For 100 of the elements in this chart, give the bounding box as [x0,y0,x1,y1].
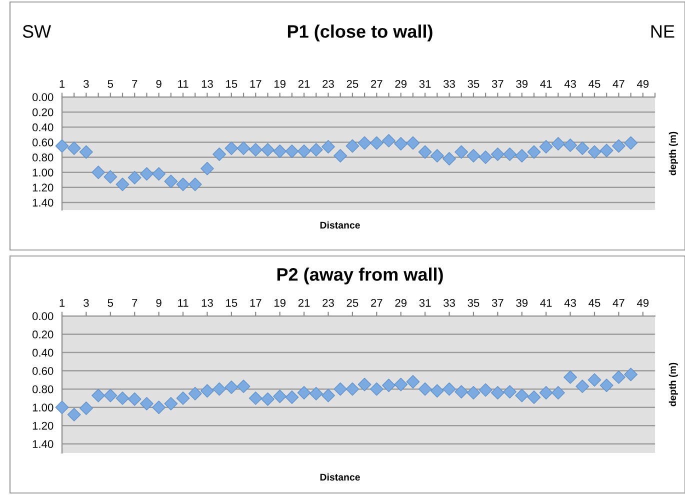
x-tick-label: 25 [346,80,358,88]
x-tick-label: 43 [564,298,576,307]
point [104,388,118,402]
point [128,392,142,406]
point [418,145,432,159]
point [466,149,480,162]
x-tick-label: 11 [178,80,188,88]
chart-title: P1 (close to wall) [288,24,432,42]
point [152,400,166,414]
point [224,142,238,155]
x-tick-label: 23 [322,298,334,307]
x-tick-label: 35 [468,80,480,88]
point [624,368,638,382]
point [116,178,130,192]
x-tick-label: 39 [516,298,528,307]
chart-title: P2 (away from wall) [277,268,443,284]
x-tick-label: 47 [612,299,624,307]
x-tick-label: 43 [564,80,576,88]
point [248,391,262,405]
point [612,370,626,384]
x-tick-label: 17 [250,80,262,88]
point [394,136,408,150]
x-tick-label: 27 [371,80,382,88]
point [430,149,444,162]
y-tick-label: 0.80 [32,385,54,394]
x-tick-label: 23 [322,80,334,88]
point [346,382,360,396]
x-tick-label: 5 [108,80,114,88]
x-tick-label: 47 [612,80,624,88]
point [454,145,468,159]
point [358,136,372,150]
y-tick-label: 0.60 [32,138,54,146]
point [442,152,456,166]
x-tick-label: 29 [395,298,407,307]
x-tick-label: 19 [274,80,286,88]
x-tick-label: 13 [202,80,213,88]
point [382,378,396,392]
point [418,382,432,396]
x-tick-label: 37 [492,298,504,307]
point [406,136,420,150]
point [140,167,154,181]
x-tick-label: 37 [492,80,504,88]
x-tick-label: 27 [371,298,382,307]
point [128,170,142,184]
point [515,149,529,162]
x-tick-label: 9 [156,298,162,307]
point [236,380,250,394]
x-tick-label: 19 [274,298,286,307]
point [200,384,214,398]
x-tick-label: 21 [298,80,310,88]
y-tick-label: 0.20 [32,108,54,116]
x-tick-label: 11 [178,299,188,307]
x-tick-label: 7 [132,299,138,307]
point [92,166,106,180]
point [297,386,311,400]
y-tick-label: 0.60 [32,367,54,375]
point [454,385,468,399]
point [285,144,299,158]
y-axis-title: depth (m) [668,132,678,176]
point [551,386,565,400]
point [104,170,118,184]
text: SW [22,25,52,38]
y-tick-label: 1.00 [32,404,54,412]
point [624,136,638,150]
text: NE [651,25,674,38]
x-tick-label: 31 [419,80,431,88]
point [394,378,408,392]
point [67,408,81,422]
point [334,149,348,162]
y-tick-label: 1.00 [32,168,54,176]
point [576,142,590,155]
x-axis-title: Distance [320,221,360,229]
point [430,384,444,398]
x-tick-label: 7 [132,80,138,88]
point [55,400,69,414]
x-tick-label: 9 [156,80,162,88]
x-tick-label: 45 [588,299,600,307]
point [564,370,577,384]
x-tick-label: 49 [636,298,649,307]
x-tick-label: 25 [346,298,358,307]
x-tick-label: 1 [60,80,65,88]
point [116,391,130,405]
x-tick-label: 21 [298,298,310,307]
point [588,373,602,387]
point [164,396,178,410]
point [92,388,106,402]
x-tick-label: 17 [250,299,262,307]
point [490,148,504,161]
point [358,378,372,392]
point [551,136,565,150]
point [152,167,166,181]
point [527,390,541,404]
point [188,386,202,400]
y-tick-label: 1.20 [32,422,54,430]
point [188,178,202,192]
point [261,392,274,406]
point [478,383,492,397]
point [322,388,335,402]
point [309,143,323,156]
x-tick-label: 29 [395,80,407,88]
